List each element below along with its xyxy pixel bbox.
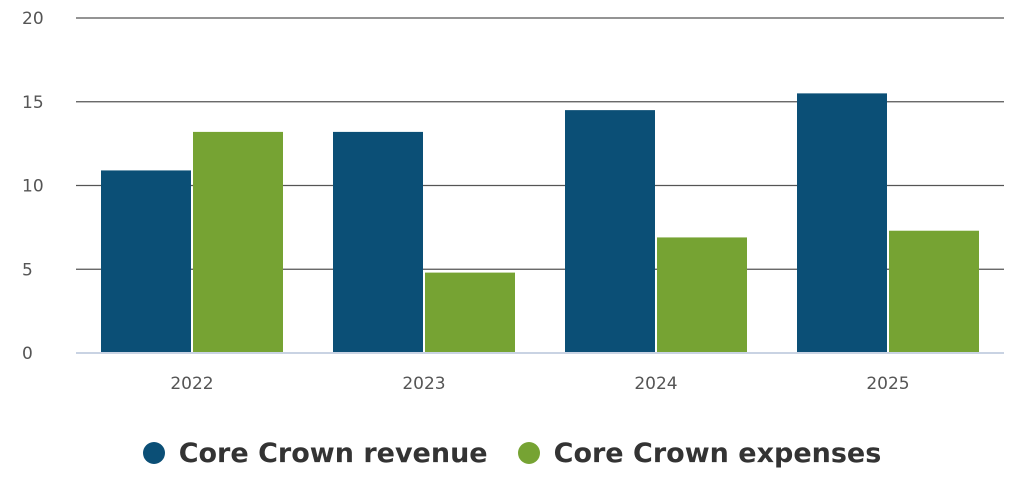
y-tick-label: 20 [22, 9, 44, 29]
bar-expenses-2024[interactable] [657, 237, 747, 353]
legend-item-expenses[interactable]: Core Crown expenses [517, 437, 882, 469]
legend: Core Crown revenue Core Crown expenses [0, 430, 1024, 476]
bar-expenses-2025[interactable] [889, 230, 979, 353]
legend-item-revenue[interactable]: Core Crown revenue [142, 437, 488, 469]
bar-expenses-2022[interactable] [193, 131, 283, 353]
x-tick-label: 2024 [634, 374, 677, 394]
x-tick-label: 2025 [866, 374, 909, 394]
legend-label-expenses: Core Crown expenses [553, 437, 882, 469]
legend-marker-expenses [517, 442, 540, 464]
bar-revenue-2022[interactable] [101, 170, 191, 353]
x-tick-label: 2022 [170, 374, 213, 394]
bars [101, 93, 979, 353]
x-axis-ticks: 2022 2023 2024 2025 [170, 374, 909, 394]
x-tick-label: 2023 [402, 374, 445, 394]
y-tick-label: 15 [22, 93, 44, 113]
bar-revenue-2024[interactable] [565, 110, 655, 353]
y-tick-label: 0 [22, 344, 33, 364]
bar-chart: 0 5 10 15 20 2022 2023 2024 2025 [22, 9, 1004, 394]
bar-expenses-2023[interactable] [425, 272, 515, 353]
bar-revenue-2023[interactable] [333, 131, 423, 353]
y-axis-ticks: 0 5 10 15 20 [22, 9, 44, 364]
legend-marker-revenue [142, 442, 165, 464]
legend-label-revenue: Core Crown revenue [178, 437, 488, 469]
bar-revenue-2025[interactable] [797, 93, 887, 353]
y-tick-label: 5 [22, 260, 33, 280]
y-tick-label: 10 [22, 177, 44, 197]
